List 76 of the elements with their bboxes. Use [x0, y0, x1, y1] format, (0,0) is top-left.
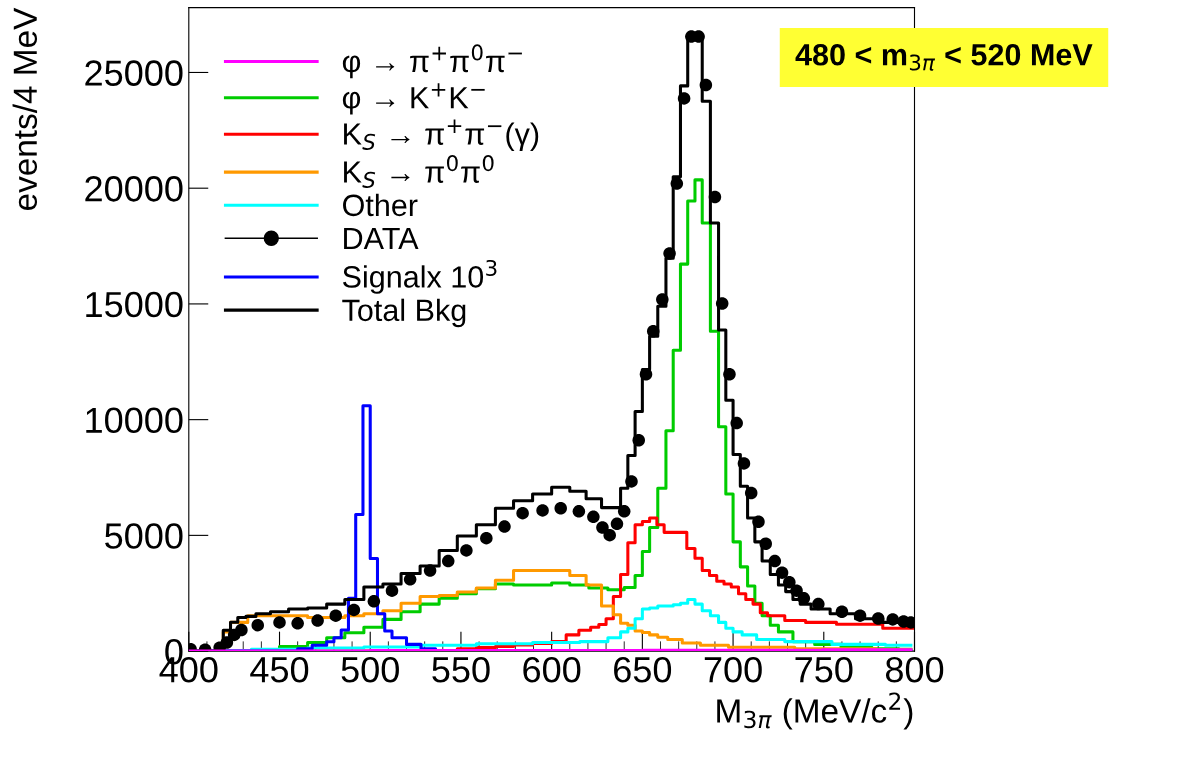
x-axis-title: M$_{3π}$ (MeV/c$^{2}$)	[717, 692, 913, 730]
point	[617, 505, 631, 518]
point	[775, 566, 789, 579]
point	[554, 502, 567, 515]
point	[235, 623, 248, 637]
point	[737, 457, 751, 470]
point	[752, 515, 765, 528]
point	[871, 612, 885, 625]
point	[759, 537, 772, 550]
point	[708, 190, 722, 204]
legend-label: K$_{S}$ → π$^{+}$π$^{−}$(γ)	[344, 119, 539, 151]
point	[768, 554, 782, 568]
point	[536, 504, 549, 517]
point	[663, 247, 676, 260]
y-tick-label: 20000	[85, 176, 183, 202]
y-axis-title: events/4 MeV	[12, 7, 38, 211]
y-tick-label: 25000	[85, 60, 183, 86]
x-tick-label: 600	[523, 656, 581, 683]
point	[498, 520, 511, 533]
x-tick-label: 550	[432, 656, 490, 683]
point	[790, 584, 803, 597]
point	[423, 564, 437, 577]
legend-label: φ → K$^{+}$K$^{−}$	[342, 83, 485, 115]
point	[677, 92, 691, 105]
point	[632, 434, 645, 447]
point	[251, 618, 264, 632]
legend-label: Other	[343, 193, 418, 217]
point	[656, 293, 669, 306]
legend-label: K$_{S}$ → π$^{0}$π$^{0}$	[344, 155, 494, 188]
point	[220, 636, 234, 649]
point	[853, 609, 867, 622]
legend-label: Signalx 10$^{3}$	[342, 259, 497, 294]
x-tick-label: 500	[341, 656, 399, 683]
point	[403, 573, 417, 586]
point	[670, 177, 684, 190]
point	[273, 616, 286, 629]
y-tick-label: 15000	[86, 291, 183, 318]
point	[797, 592, 811, 605]
point	[596, 521, 609, 534]
point	[639, 368, 653, 381]
point	[699, 78, 713, 92]
point	[647, 324, 660, 338]
point	[329, 609, 342, 622]
point	[783, 575, 796, 589]
point	[715, 297, 729, 310]
point	[812, 597, 825, 611]
x-tick-label: 450	[250, 656, 309, 683]
legend-label: φ → π$^{+}$π$^{0}$π$^{−}$	[342, 44, 522, 79]
legend-label: Total Bkg	[342, 298, 466, 328]
point	[730, 416, 743, 430]
point	[460, 544, 473, 557]
point	[480, 531, 493, 545]
point	[835, 605, 849, 618]
point	[603, 528, 616, 542]
point	[886, 613, 899, 626]
point	[572, 505, 586, 518]
x-tick-label: 650	[614, 656, 672, 683]
point	[587, 510, 600, 524]
annotation: 480 < m$_{3π}$ < 520 MeV	[795, 43, 1093, 71]
x-tick-label: 800	[885, 656, 944, 683]
point	[625, 475, 638, 488]
legend-label: DATA	[344, 227, 419, 249]
y-tick-label: 5000	[105, 523, 183, 549]
point	[291, 617, 304, 630]
x-tick-label: 750	[795, 656, 853, 683]
point	[441, 554, 455, 568]
point	[723, 368, 736, 381]
point	[610, 517, 624, 531]
y-tick-label: 10000	[86, 407, 183, 434]
x-tick-label: 700	[704, 656, 762, 683]
point	[516, 506, 529, 520]
point	[385, 584, 399, 597]
point	[367, 595, 381, 608]
point	[744, 486, 758, 500]
point	[347, 603, 361, 617]
point	[311, 614, 324, 627]
